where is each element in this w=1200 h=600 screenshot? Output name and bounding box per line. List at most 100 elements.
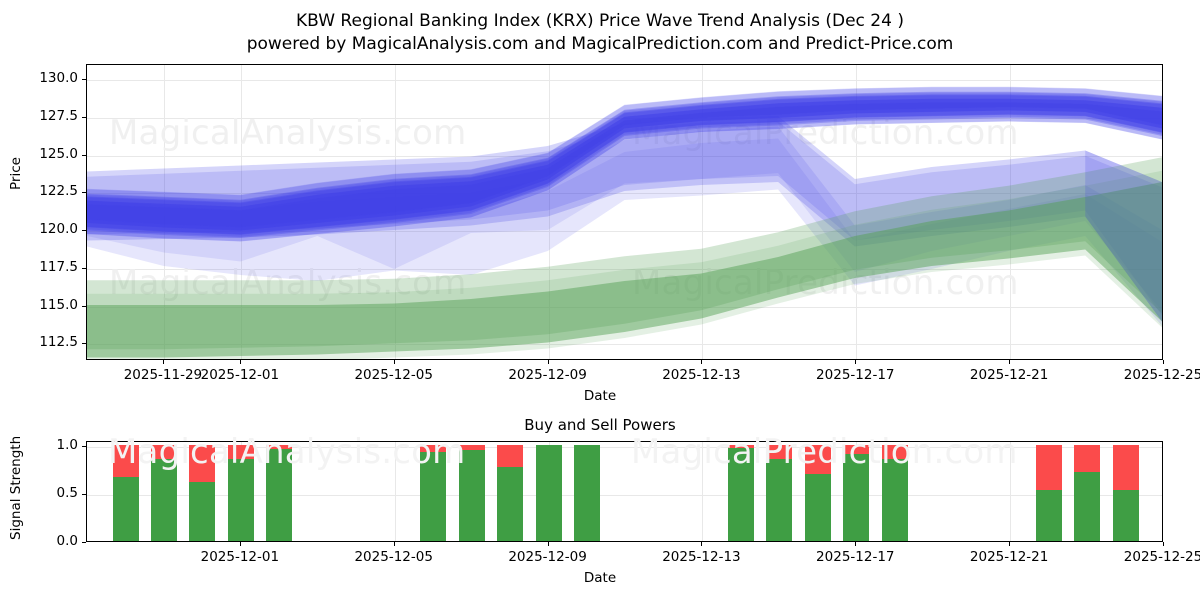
signal-bar[interactable] [1074, 444, 1101, 541]
sell-power-segment [227, 444, 254, 460]
signal-y-axis-label: Signal Strength [8, 435, 24, 540]
signal-bar[interactable] [1112, 444, 1139, 541]
main-xtick-mark-6 [1009, 360, 1011, 364]
buy-power-segment [574, 444, 600, 541]
signal-bar[interactable] [843, 444, 870, 541]
sell-power-segment [727, 444, 754, 448]
signal-ytick-mark-0 [82, 542, 86, 543]
sell-power-segment [150, 444, 177, 460]
main-ytick-mark-5 [82, 154, 86, 156]
main-ytick-mark-3 [82, 230, 86, 232]
signal-bar[interactable] [727, 444, 754, 541]
signal-bar[interactable] [497, 444, 524, 541]
blue-core-sheet-1 [87, 87, 1162, 242]
main-xtick-mark-1 [239, 360, 241, 364]
gridline-v-0 [163, 65, 165, 359]
blue-outer-envelope [87, 116, 1162, 322]
signal-gridline-v-3 [702, 442, 704, 541]
gridline-v-4 [702, 65, 704, 359]
gridline-h-3 [87, 231, 1162, 233]
main-ytick-mark-0 [82, 343, 86, 345]
gridline-h-1 [87, 306, 1162, 308]
signal-gridline-h-2 [87, 446, 1162, 448]
main-ytick-mark-4 [82, 192, 86, 194]
sell-power-segment [266, 444, 293, 449]
signal-bar[interactable] [881, 444, 908, 541]
signal-ytick-mark-2 [82, 445, 86, 447]
signal-bar[interactable] [574, 444, 600, 541]
signal-ytick-mark-1 [82, 493, 86, 495]
buy-power-segment [727, 447, 754, 541]
main-ytick-mark-2 [82, 267, 86, 269]
signal-xtick-mark-0 [239, 542, 241, 546]
main-xtick-mark-4 [701, 360, 703, 364]
main-y-axis-label: Price [8, 157, 24, 190]
blue-core-sheet-8 [87, 102, 1162, 228]
signal-bar[interactable] [112, 444, 139, 541]
green-outer-band [87, 157, 1162, 350]
price-band-layer [87, 86, 1162, 359]
buy-power-segment [189, 482, 216, 541]
signal-bar[interactable] [227, 444, 254, 541]
main-x-axis-label: Date [583, 388, 617, 404]
main-xtick-label-4: 2025-12-13 [662, 367, 741, 383]
gridline-h-0 [87, 344, 1162, 346]
signal-bar[interactable] [189, 444, 216, 541]
signal-ytick-label-2: 1.0 [56, 436, 78, 453]
buy-power-segment [497, 466, 524, 541]
sell-power-segment [458, 444, 485, 450]
signal-bar[interactable] [535, 444, 562, 541]
blue-lobe-band-2 [87, 138, 1162, 311]
main-ytick-label-6: 127.5 [39, 107, 78, 124]
signal-xtick-label-2: 2025-12-09 [508, 549, 587, 565]
main-ytick-mark-7 [82, 79, 86, 81]
sell-power-segment [804, 444, 831, 474]
signal-bar[interactable] [766, 444, 793, 541]
sell-power-segment [1074, 444, 1101, 472]
signal-xtick-label-3: 2025-12-13 [662, 549, 741, 565]
signal-xtick-label-4: 2025-12-17 [816, 549, 895, 565]
buy-power-segment [843, 453, 870, 541]
signal-xtick-mark-3 [701, 542, 703, 546]
gridline-h-2 [87, 268, 1162, 270]
green-core-band [87, 182, 1162, 358]
gridline-h-6 [87, 117, 1162, 119]
blue-core-sheet-2 [87, 92, 1162, 237]
signal-xtick-mark-4 [855, 542, 857, 546]
main-xtick-mark-3 [547, 360, 549, 364]
signal-xtick-mark-2 [547, 542, 549, 546]
gridline-v-5 [856, 65, 858, 359]
signal-xtick-mark-1 [393, 542, 395, 546]
signal-xtick-mark-6 [1163, 542, 1164, 546]
signal-bar[interactable] [266, 444, 293, 541]
chart-title: KBW Regional Banking Index (KRX) Price W… [0, 10, 1200, 56]
signal-bar[interactable] [420, 444, 447, 541]
green-outer-band-2 [87, 170, 1162, 359]
sell-power-segment [189, 444, 216, 483]
chart-title-line2: powered by MagicalAnalysis.com and Magic… [246, 33, 954, 54]
signal-bar[interactable] [804, 444, 831, 541]
signal-bar[interactable] [1035, 444, 1062, 541]
buy-power-segment [112, 476, 139, 541]
main-ytick-label-3: 120.0 [39, 221, 78, 238]
buy-power-segment [420, 451, 447, 541]
gridline-v-3 [548, 65, 550, 359]
signal-bar[interactable] [458, 444, 485, 541]
blue-core-sheet-5 [87, 94, 1162, 235]
signal-bar[interactable] [150, 444, 177, 541]
main-ytick-label-4: 122.5 [39, 183, 78, 200]
buy-power-segment [1074, 471, 1101, 541]
buy-power-segment [766, 459, 793, 541]
blue-core-sheet-9 [87, 102, 1162, 227]
main-xtick-label-6: 2025-12-21 [969, 367, 1049, 383]
sell-power-segment [497, 444, 524, 467]
main-xtick-mark-0 [162, 360, 164, 364]
main-ytick-label-1: 115.0 [39, 296, 78, 313]
blue-core-sheet-7 [87, 98, 1162, 231]
buy-power-segment [1112, 490, 1139, 541]
blue-lobe-band [87, 126, 1162, 327]
signal-strength-plot [86, 441, 1163, 542]
signal-xtick-mark-5 [1009, 542, 1011, 546]
sell-power-segment [843, 444, 870, 454]
